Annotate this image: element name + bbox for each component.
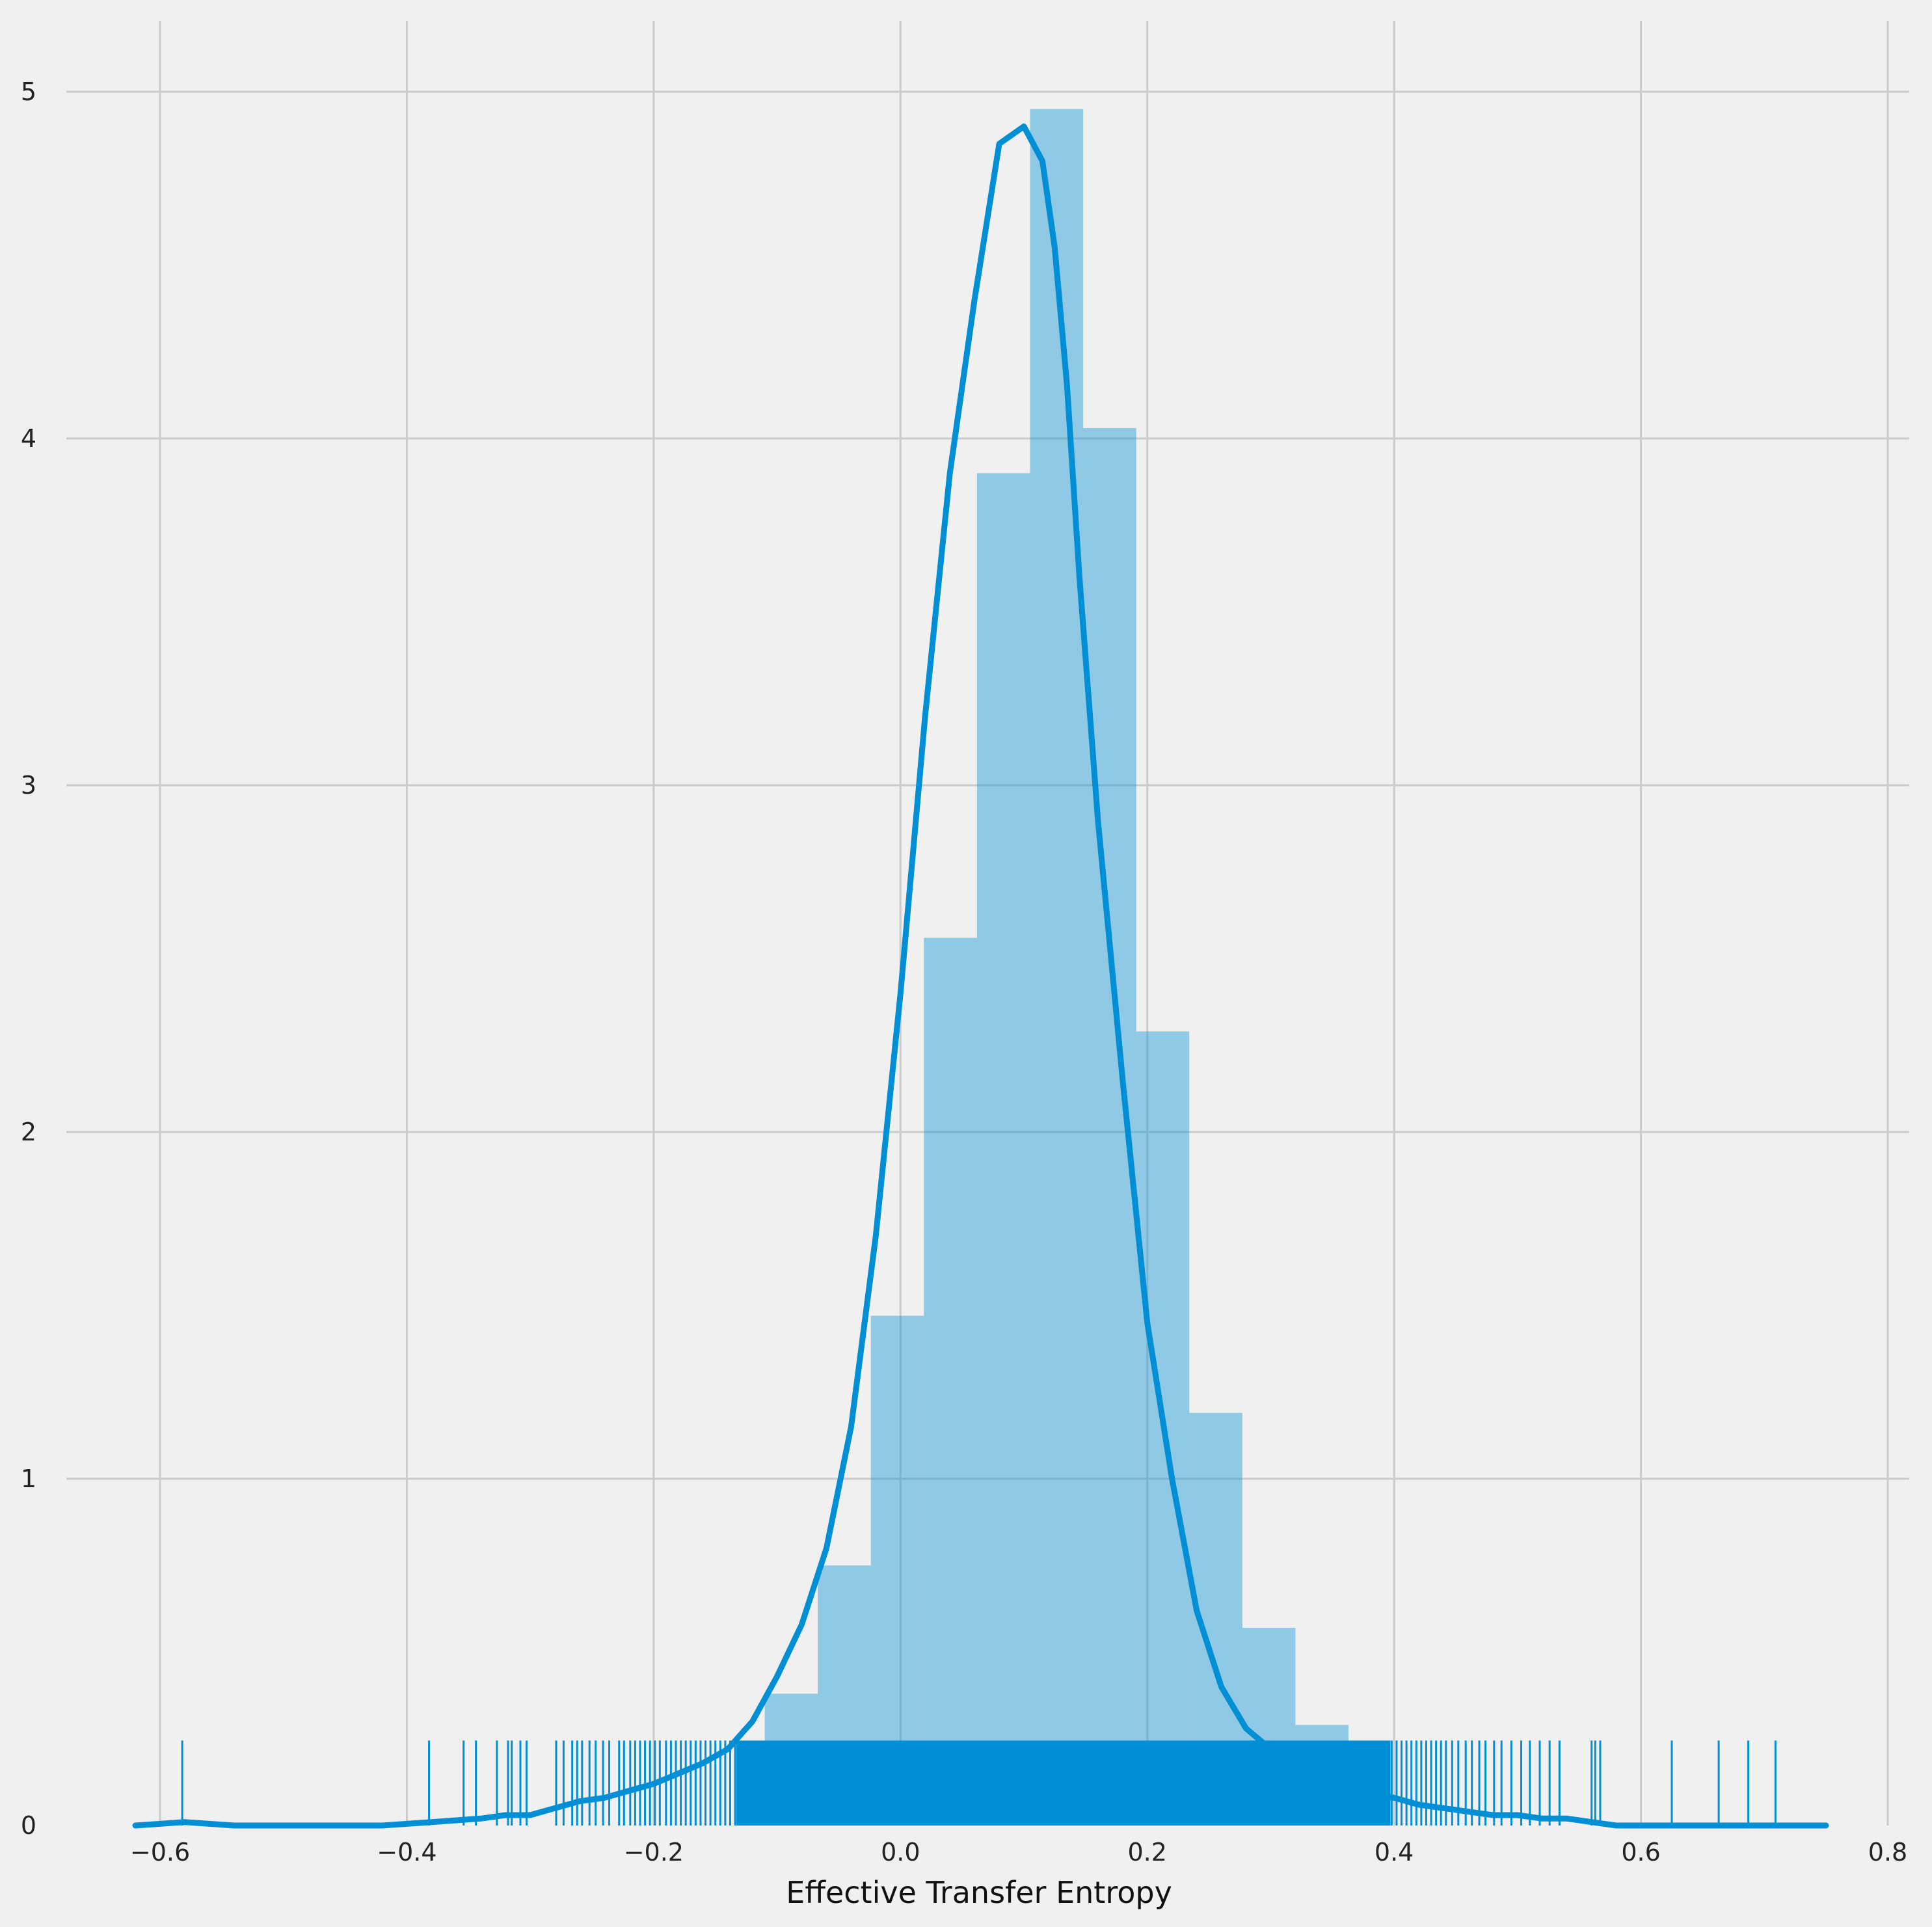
y-tick-label: 3: [21, 771, 36, 800]
grid: [66, 21, 1909, 1826]
tick-labels: −0.6 −0.4 −0.2 0.0 0.2 0.4 0.6 0.8 0 1 2 3 4 5: [21, 77, 1907, 1866]
x-tick-label: −0.2: [624, 1838, 684, 1866]
x-tick-label: 0.0: [881, 1838, 920, 1866]
histogram-bar: [1030, 109, 1084, 1826]
kde-curve: [132, 123, 1829, 1829]
x-tick-label: 0.6: [1621, 1838, 1660, 1866]
x-tick-label: −0.6: [130, 1838, 190, 1866]
x-axis-label: Effective Transfer Entropy: [786, 1875, 1172, 1910]
histogram-bar: [924, 937, 977, 1826]
y-tick-label: 4: [21, 424, 36, 453]
x-tick-label: 0.2: [1127, 1838, 1166, 1866]
rug-dense-band: [736, 1740, 1391, 1826]
kde-line: [132, 123, 1829, 1829]
y-tick-label: 0: [21, 1811, 36, 1840]
x-tick-label: 0.4: [1375, 1838, 1414, 1866]
y-tick-label: 2: [21, 1118, 36, 1146]
x-tick-label: 0.8: [1868, 1838, 1907, 1866]
x-tick-label: −0.4: [377, 1838, 436, 1866]
y-tick-label: 5: [21, 77, 36, 106]
histogram-bar: [976, 473, 1030, 1826]
y-tick-label: 1: [21, 1464, 36, 1493]
